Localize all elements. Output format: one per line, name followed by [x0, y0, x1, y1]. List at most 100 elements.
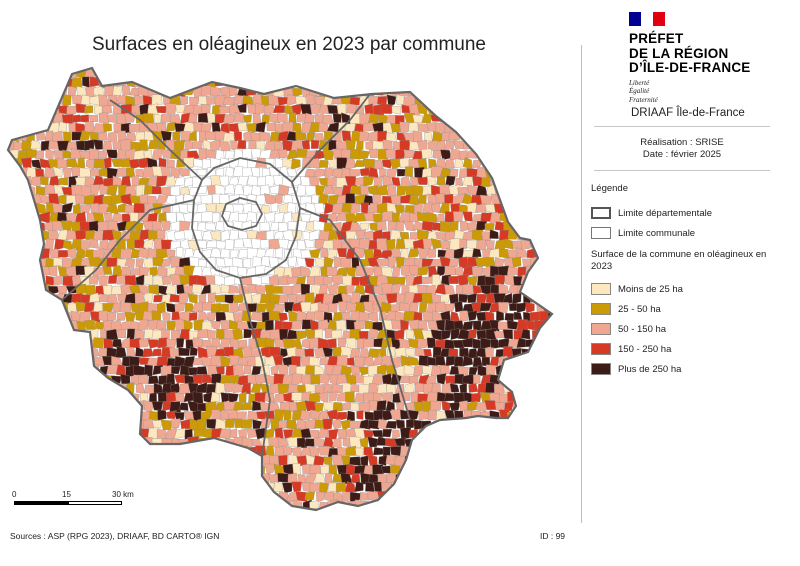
legend-swatch-class-4 — [591, 363, 611, 375]
commune-cell — [548, 222, 552, 233]
commune-cell — [201, 211, 214, 222]
scale-label-30: 30 km — [112, 490, 134, 499]
commune-cell — [477, 528, 486, 530]
commune-cell — [169, 492, 181, 502]
commune-cell — [382, 68, 392, 80]
commune-cell — [358, 311, 370, 322]
commune-cell — [8, 463, 16, 476]
commune-cell — [25, 472, 36, 484]
commune-cell — [21, 302, 33, 313]
commune-cell — [205, 240, 218, 248]
commune-cell — [545, 482, 552, 491]
commune-cell — [390, 248, 402, 258]
commune-cell — [17, 186, 28, 196]
commune-cell — [30, 356, 40, 367]
commune-cell — [319, 68, 328, 78]
commune-cell — [374, 520, 382, 528]
commune-cell — [327, 159, 338, 169]
commune-cell — [399, 302, 411, 312]
commune-cell — [57, 229, 68, 241]
commune-cell — [0, 68, 4, 78]
commune-cell — [449, 383, 460, 393]
commune-cell — [450, 203, 461, 213]
commune-cell — [481, 104, 491, 116]
commune-cell — [106, 364, 119, 375]
commune-cell — [412, 454, 424, 466]
commune-cell — [454, 85, 465, 96]
commune-cell — [21, 356, 32, 368]
commune-cell — [507, 445, 520, 457]
commune-cell — [355, 140, 364, 152]
commune-cell — [125, 132, 136, 142]
commune-cell — [422, 68, 432, 70]
commune-cell — [340, 472, 353, 485]
commune-cell — [236, 465, 250, 475]
commune-cell — [376, 400, 387, 411]
commune-cell — [354, 123, 365, 133]
commune-cell — [417, 176, 428, 185]
commune-cell — [445, 356, 456, 367]
commune-cell — [34, 348, 46, 359]
commune-cell — [324, 166, 334, 179]
commune-cell — [431, 310, 443, 322]
commune-cell — [567, 221, 575, 231]
commune-cell — [539, 437, 551, 447]
commune-cell — [35, 418, 45, 431]
commune-cell — [263, 248, 274, 258]
commune-cell — [354, 392, 365, 403]
commune-cell — [522, 68, 532, 71]
commune-cell — [8, 383, 20, 394]
commune-cell — [335, 373, 348, 385]
commune-cell — [367, 454, 378, 466]
commune-cell — [571, 483, 578, 492]
commune-cell — [459, 530, 469, 531]
commune-cell — [529, 511, 539, 521]
commune-cell — [0, 483, 5, 493]
commune-cell — [295, 294, 308, 303]
commune-cell — [448, 276, 459, 284]
commune-cell — [156, 356, 168, 366]
commune-cell — [469, 76, 479, 88]
commune-cell — [386, 527, 395, 530]
commune-cell — [479, 302, 493, 312]
commune-cell — [562, 68, 571, 78]
commune-cell — [503, 437, 512, 449]
commune-cell — [116, 312, 126, 321]
commune-cell — [65, 285, 77, 294]
commune-cell — [334, 527, 342, 530]
commune-cell — [445, 175, 456, 188]
commune-cell — [486, 68, 497, 70]
commune-cell — [544, 285, 552, 295]
commune-cell — [449, 148, 461, 161]
commune-cell — [0, 194, 4, 204]
commune-cell — [539, 148, 551, 161]
commune-cell — [70, 364, 83, 377]
legend-label-class-1: 25 - 50 ha — [618, 303, 661, 315]
commune-cell — [444, 339, 455, 350]
commune-cell — [281, 121, 295, 133]
commune-cell — [520, 473, 532, 485]
commune-cell — [8, 276, 19, 285]
commune-cell — [214, 113, 226, 125]
commune-cell — [115, 401, 127, 412]
commune-cell — [239, 519, 248, 528]
commune-cell — [35, 168, 44, 178]
commune-cell — [85, 463, 94, 474]
commune-cell — [530, 113, 540, 125]
commune-cell — [489, 103, 502, 115]
commune-cell — [66, 463, 76, 476]
commune-cell — [67, 247, 77, 260]
commune-cell — [30, 103, 42, 116]
prefet-line-3: D’ÎLE-DE-FRANCE — [629, 60, 751, 75]
commune-cell — [467, 419, 479, 429]
commune-cell — [563, 501, 573, 511]
commune-cell — [52, 311, 65, 322]
commune-cell — [205, 131, 218, 141]
commune-cell — [76, 320, 86, 331]
commune-cell — [130, 466, 141, 476]
commune-cell — [45, 348, 56, 359]
commune-cell — [403, 311, 415, 322]
commune-cell — [0, 168, 1, 178]
commune-cell — [436, 373, 447, 385]
commune-cell — [251, 527, 262, 531]
